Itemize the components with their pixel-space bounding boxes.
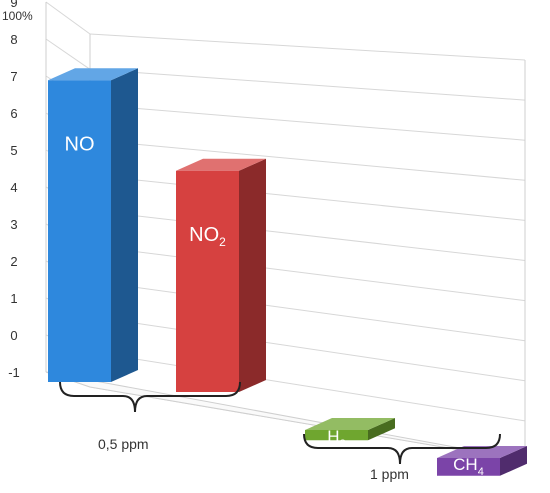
bar-top xyxy=(48,68,138,81)
y-tick-label: 5 xyxy=(10,143,17,158)
gridline-back xyxy=(89,280,526,342)
y-tick-label: 7 xyxy=(10,69,17,84)
bar-top xyxy=(176,158,266,171)
gridline-back xyxy=(89,245,526,302)
y-tick-label: 0 xyxy=(10,328,17,343)
y-tick-label: 9 xyxy=(10,0,17,10)
gridline-side xyxy=(45,38,91,70)
gridline-back xyxy=(89,210,526,261)
y-tick-label: 6 xyxy=(10,106,17,121)
y-axis-tick-labels: 9 8 7 6 5 4 3 2 1 0 -1 xyxy=(8,0,20,380)
bar-front xyxy=(437,458,500,476)
bar-no: NO xyxy=(48,68,138,382)
bar-front xyxy=(176,170,239,392)
bar-label: CH4 xyxy=(453,455,484,478)
gridline-back xyxy=(89,33,526,61)
gridline-back xyxy=(89,68,526,101)
group-bracket xyxy=(59,381,241,413)
bar-side xyxy=(239,158,266,392)
bar-side xyxy=(111,68,138,382)
group-label-0: 0,5 ppm xyxy=(98,436,149,452)
bar-label: NO xyxy=(65,133,95,155)
bar-label: NO2 xyxy=(189,224,226,249)
y-tick-label: -1 xyxy=(8,365,20,380)
bar-front xyxy=(48,80,111,382)
bar-top xyxy=(305,418,395,430)
bar-label: H2 xyxy=(327,427,345,450)
bar-front xyxy=(305,430,368,441)
y-tick-label: 4 xyxy=(10,180,17,195)
gridline-back xyxy=(89,139,526,181)
bar-ch4: CH4 xyxy=(437,446,527,478)
gridline-back xyxy=(89,174,526,221)
unit-label: 100% xyxy=(2,9,33,23)
y-tick-label: 2 xyxy=(10,254,17,269)
gridline-back xyxy=(89,315,526,382)
group-label-1: 1 ppm xyxy=(370,466,409,482)
gridline-back xyxy=(89,104,526,141)
y-tick-label: 1 xyxy=(10,291,17,306)
bars: NO NO2 H2 CH4 xyxy=(48,68,527,478)
bar-side xyxy=(368,418,395,441)
group-brackets: 0,5 ppm 1 ppm xyxy=(59,381,501,482)
bar-h2: H2 xyxy=(305,418,395,450)
group-bracket xyxy=(303,433,501,465)
bar-side xyxy=(500,446,527,476)
gridline-side xyxy=(45,1,91,35)
gridline-back xyxy=(89,351,526,422)
y-tick-label: 8 xyxy=(10,32,17,47)
y-tick-label: 3 xyxy=(10,217,17,232)
bar-no2: NO2 xyxy=(176,158,266,392)
